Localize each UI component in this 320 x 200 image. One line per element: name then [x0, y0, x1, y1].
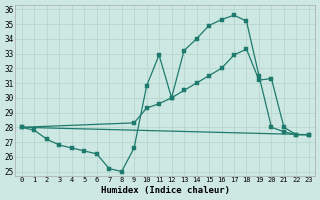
- X-axis label: Humidex (Indice chaleur): Humidex (Indice chaleur): [101, 186, 230, 195]
